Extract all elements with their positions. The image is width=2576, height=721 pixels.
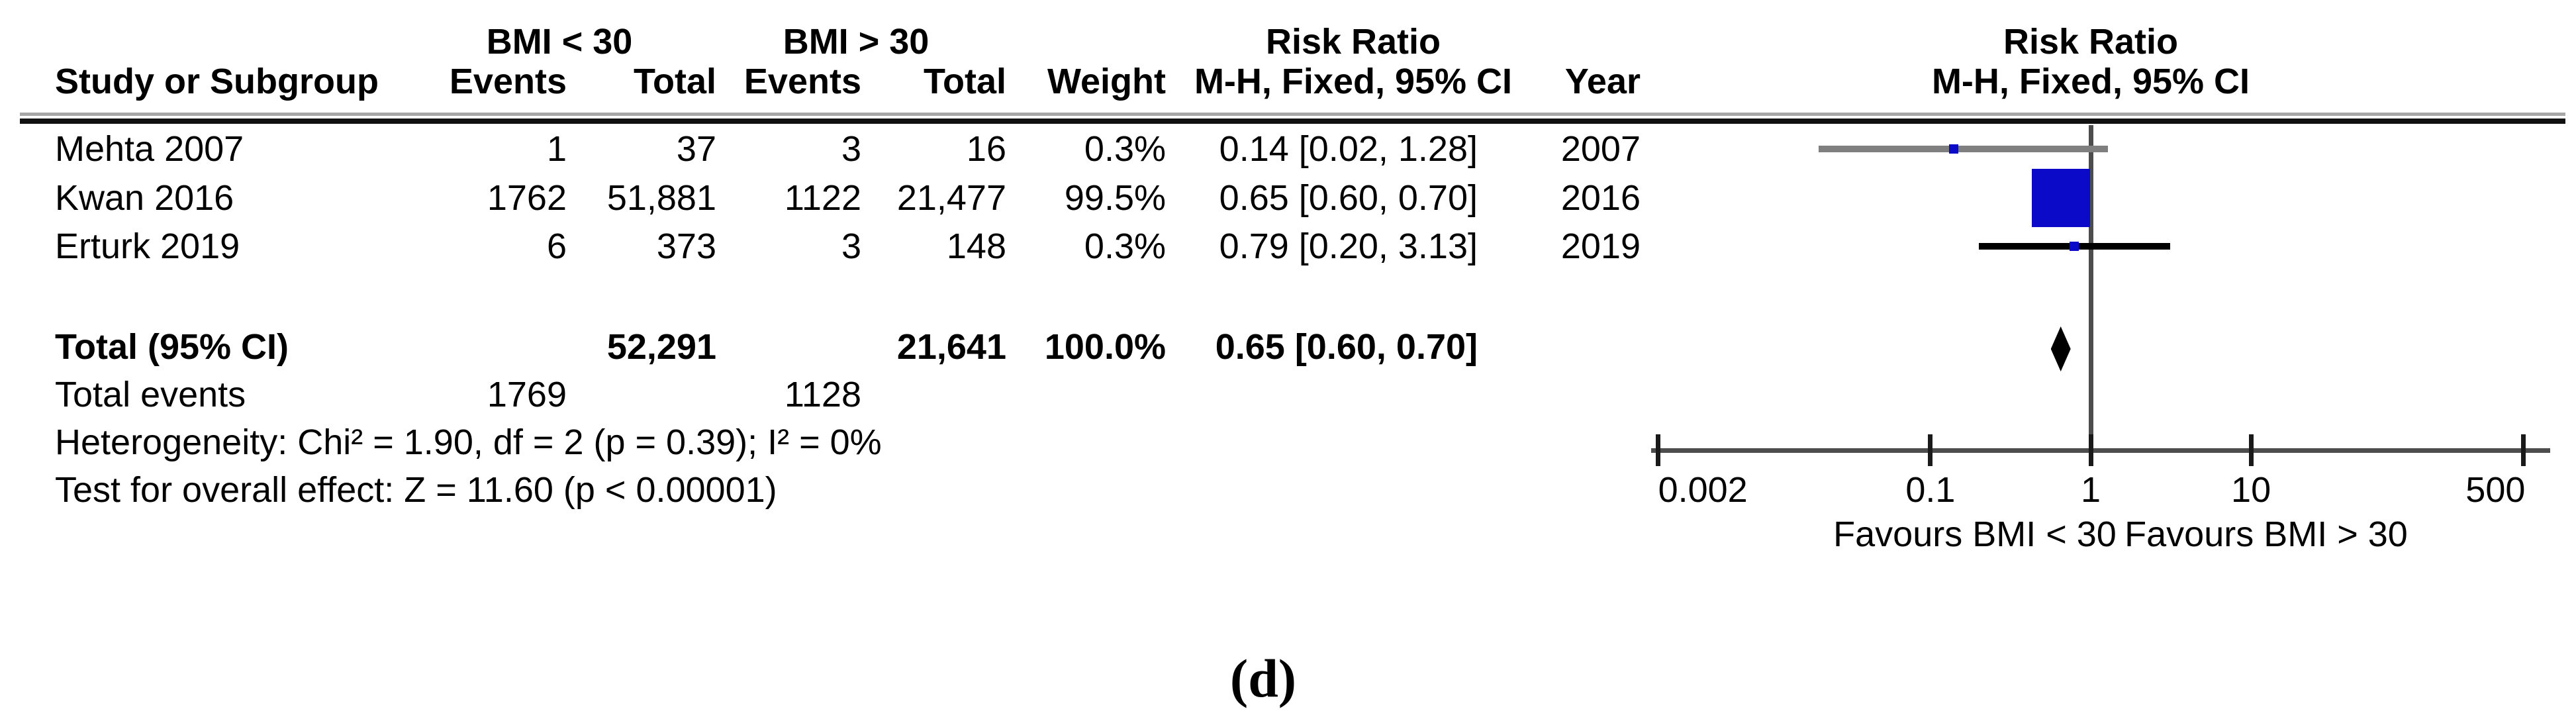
- header-total1: Total: [634, 62, 716, 101]
- overall-effect-text: Test for overall effect: Z = 11.60 (p < …: [55, 470, 777, 510]
- events1-value: 6: [546, 226, 567, 266]
- header-year: Year: [1564, 62, 1641, 101]
- effect-marker: [2070, 242, 2079, 251]
- rr-ci-value: 0.65 [0.60, 0.70]: [1219, 178, 1478, 218]
- total1-sum: 52,291: [606, 327, 716, 367]
- events2-value: 3: [841, 226, 861, 266]
- heterogeneity-text: Heterogeneity: Chi² = 1.90, df = 2 (p = …: [55, 422, 882, 462]
- axis-tick-label: 0.002: [1658, 470, 1748, 510]
- header-rule-gray: [20, 113, 2565, 116]
- axis-tick-label: 1: [2080, 470, 2101, 510]
- axis-tick: [2520, 434, 2526, 466]
- rr-column-title: Risk Ratio: [1265, 22, 1441, 62]
- total1-value: 373: [656, 226, 716, 266]
- axis-tick-label: 0.1: [1905, 470, 1956, 510]
- axis-tick: [2088, 434, 2093, 466]
- total-events1: 1769: [487, 375, 567, 414]
- axis-tick-label: 10: [2231, 470, 2271, 510]
- rr-ci-value: 0.14 [0.02, 1.28]: [1219, 129, 1478, 169]
- total2-value: 148: [946, 226, 1006, 266]
- subfigure-label: (d): [1229, 648, 1297, 708]
- total-label: Total (95% CI): [55, 327, 289, 367]
- study-name: Kwan 2016: [55, 178, 234, 218]
- year-value: 2016: [1560, 178, 1641, 218]
- effect-marker: [1949, 144, 1959, 154]
- total1-value: 37: [676, 129, 716, 169]
- null-effect-line: [2089, 125, 2093, 450]
- header-rule-black: [20, 119, 2565, 124]
- axis-tick: [2248, 434, 2254, 466]
- total-rr-ci: 0.65 [0.60, 0.70]: [1215, 327, 1478, 367]
- x-axis-line: [1651, 448, 2550, 453]
- group2-header: BMI > 30: [783, 22, 930, 62]
- total2-value: 21,477: [896, 178, 1006, 218]
- header-rr-ci: M-H, Fixed, 95% CI: [1194, 62, 1513, 101]
- rr-ci-value: 0.79 [0.20, 3.13]: [1219, 226, 1478, 266]
- plot-subtitle: M-H, Fixed, 95% CI: [1931, 62, 2250, 101]
- favours-left-label: Favours BMI < 30: [1833, 514, 2117, 554]
- year-value: 2019: [1560, 226, 1641, 266]
- weight-value: 0.3%: [1084, 226, 1166, 266]
- header-total2: Total: [924, 62, 1006, 101]
- header-weight: Weight: [1047, 62, 1166, 101]
- effect-marker: [2031, 169, 2090, 227]
- header-events2: Events: [743, 62, 861, 101]
- group1-header: BMI < 30: [486, 22, 633, 62]
- events2-value: 1122: [784, 178, 861, 218]
- weight-sum: 100.0%: [1044, 327, 1166, 367]
- weight-value: 99.5%: [1064, 178, 1166, 218]
- header-study: Study or Subgroup: [55, 62, 379, 101]
- header-events1: Events: [449, 62, 567, 101]
- events1-value: 1: [546, 129, 567, 169]
- weight-value: 0.3%: [1084, 129, 1166, 169]
- events1-value: 1762: [487, 178, 567, 218]
- axis-tick: [1928, 434, 1933, 466]
- ci-line: [1818, 146, 2108, 152]
- total-events2: 1128: [784, 375, 861, 414]
- total2-value: 16: [966, 129, 1006, 169]
- events2-value: 3: [841, 129, 861, 169]
- study-name: Erturk 2019: [55, 226, 240, 266]
- axis-tick-label: 500: [2465, 470, 2526, 510]
- total-events-label: Total events: [55, 375, 246, 414]
- axis-tick: [1656, 434, 1661, 466]
- study-name: Mehta 2007: [55, 129, 244, 169]
- plot-title: Risk Ratio: [2003, 22, 2179, 62]
- favours-right-label: Favours BMI > 30: [2124, 514, 2408, 554]
- total-diamond: [2050, 326, 2071, 371]
- year-value: 2007: [1560, 129, 1641, 169]
- total2-sum: 21,641: [896, 327, 1006, 367]
- total1-value: 51,881: [606, 178, 716, 218]
